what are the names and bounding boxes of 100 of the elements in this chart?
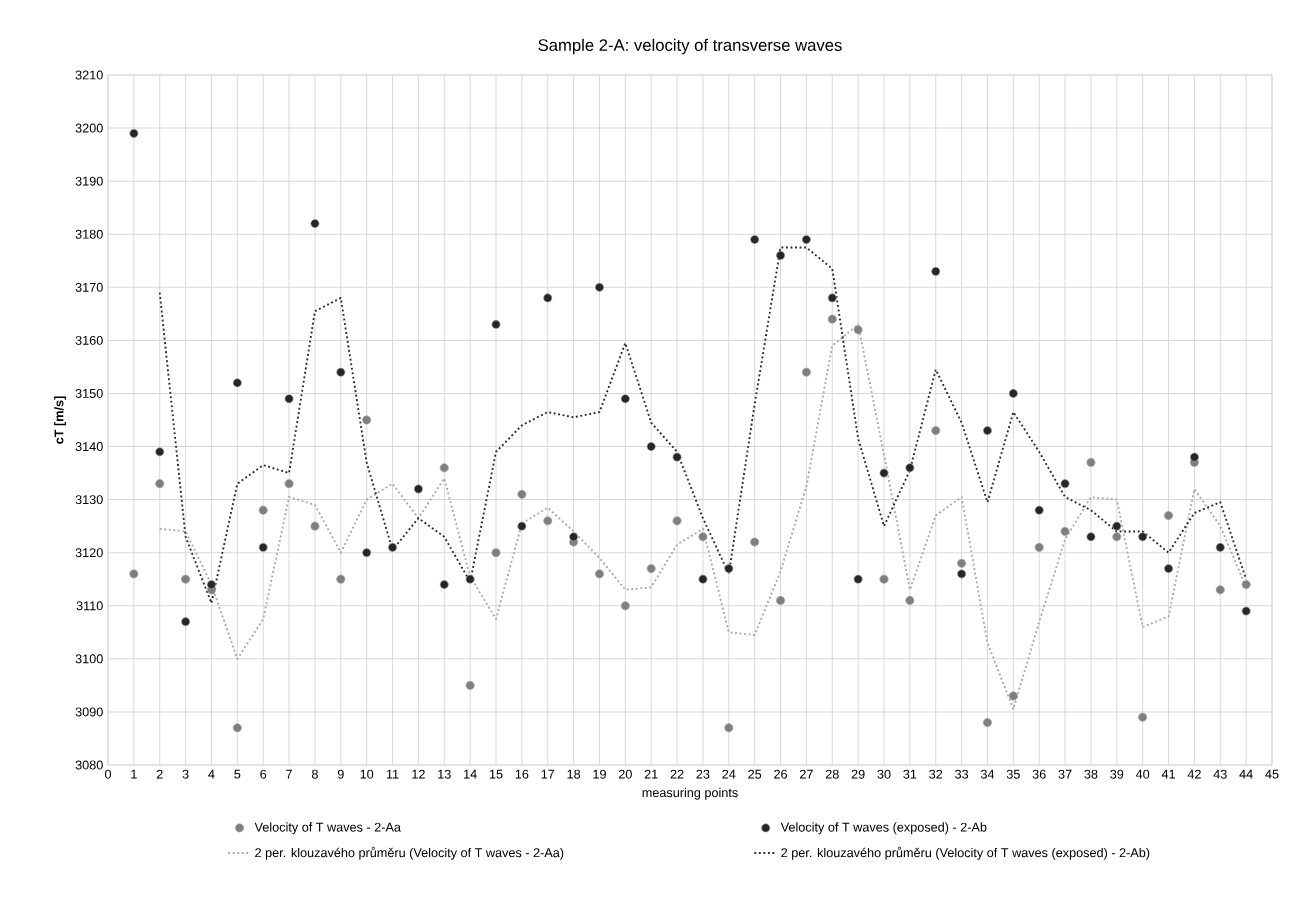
point — [827, 293, 837, 303]
point — [983, 718, 992, 728]
legend-label: 2 per. klouzavého průměru (Velocity of T waves (exposed) - 2-Ab) — [781, 846, 1150, 860]
x-tick-label: 22 — [670, 769, 684, 779]
point — [646, 564, 656, 574]
point — [698, 574, 708, 584]
point — [853, 325, 863, 335]
x-tick-label: 0 — [104, 769, 112, 779]
point — [983, 426, 992, 436]
point — [879, 468, 889, 478]
point — [1241, 580, 1251, 590]
point — [698, 532, 708, 542]
x-tick-label: 32 — [929, 769, 943, 779]
point — [1008, 691, 1018, 701]
point — [232, 723, 242, 733]
x-tick-label: 14 — [464, 769, 477, 779]
point — [207, 580, 216, 590]
point — [957, 569, 967, 579]
point — [181, 574, 191, 584]
point — [439, 463, 449, 473]
point — [181, 617, 191, 627]
point — [1086, 532, 1096, 542]
y-axis-title: cT [m/s] — [54, 396, 66, 444]
point — [879, 574, 889, 584]
x-tick-label: 45 — [1265, 769, 1279, 779]
y-tick-label: 3120 — [75, 548, 103, 558]
x-tick-label: 29 — [851, 769, 865, 779]
legend-label: 2 per. klouzavého průměru (Velocity of T waves - 2-Aa) — [255, 846, 564, 860]
point — [1215, 585, 1225, 595]
x-tick-label: 40 — [1135, 769, 1150, 779]
legend-label: Velocity of T waves (exposed) - 2-Ab — [780, 822, 987, 835]
x-tick-label: 35 — [1006, 769, 1020, 779]
x-tick-label: 31 — [903, 769, 917, 779]
point — [388, 542, 398, 552]
y-tick-label: 3080 — [75, 760, 103, 770]
point — [620, 394, 630, 404]
x-tick-label: 11 — [386, 769, 399, 779]
x-tick-label: 18 — [567, 769, 581, 779]
point — [1008, 388, 1018, 398]
point — [905, 463, 915, 473]
y-tick-label: 3180 — [75, 229, 103, 239]
chart-title: Sample 2-A: velocity of transverse waves — [538, 38, 842, 55]
point — [750, 235, 760, 245]
point — [543, 516, 553, 526]
x-tick-label: 21 — [644, 769, 658, 779]
point — [1034, 505, 1044, 515]
x-tick-label: 4 — [208, 769, 215, 779]
x-tick-label: 10 — [360, 769, 374, 779]
point — [595, 282, 604, 292]
point — [750, 537, 760, 547]
point — [776, 595, 786, 605]
point — [336, 367, 346, 377]
point — [284, 479, 294, 489]
point — [362, 415, 372, 425]
x-tick-label: 16 — [515, 769, 529, 779]
point — [595, 569, 604, 579]
point — [439, 580, 449, 590]
point — [724, 723, 734, 733]
x-tick-label: 43 — [1213, 769, 1227, 779]
point — [129, 569, 139, 579]
point — [931, 266, 941, 276]
x-tick-label: 38 — [1084, 769, 1098, 779]
point — [310, 219, 320, 229]
point — [1138, 532, 1148, 542]
point — [129, 128, 139, 138]
point — [155, 479, 165, 489]
point — [517, 489, 527, 499]
point — [258, 505, 268, 515]
point — [1112, 521, 1122, 531]
x-tick-label: 19 — [593, 769, 606, 779]
point — [620, 601, 630, 611]
x-tick-label: 28 — [825, 769, 839, 779]
x-tick-label: 44 — [1239, 769, 1253, 779]
point — [491, 319, 501, 329]
x-tick-label: 23 — [696, 769, 710, 779]
x-tick-label: 12 — [412, 769, 425, 779]
x-tick-label: 8 — [311, 769, 318, 779]
x-tick-label: 25 — [748, 769, 762, 779]
point — [284, 394, 294, 404]
y-tick-label: 3100 — [75, 654, 103, 664]
point — [931, 426, 941, 436]
y-tick-label: 3160 — [75, 335, 103, 345]
point — [310, 521, 320, 531]
point — [517, 521, 527, 531]
point — [672, 516, 682, 526]
point — [724, 564, 734, 574]
x-tick-label: 34 — [980, 769, 995, 779]
y-tick-label: 3170 — [75, 282, 103, 292]
y-tick-label: 3200 — [75, 123, 103, 133]
y-tick-label: 3210 — [75, 70, 103, 80]
point — [232, 378, 242, 388]
point — [1060, 526, 1070, 536]
y-tick-label: 3130 — [75, 495, 103, 505]
x-tick-label: 7 — [286, 769, 292, 779]
x-tick-label: 20 — [618, 769, 632, 779]
point — [569, 532, 579, 542]
x-tick-label: 13 — [438, 769, 451, 779]
y-tick-label: 3150 — [75, 388, 103, 398]
point — [1112, 532, 1122, 542]
x-tick-label: 27 — [799, 769, 813, 779]
